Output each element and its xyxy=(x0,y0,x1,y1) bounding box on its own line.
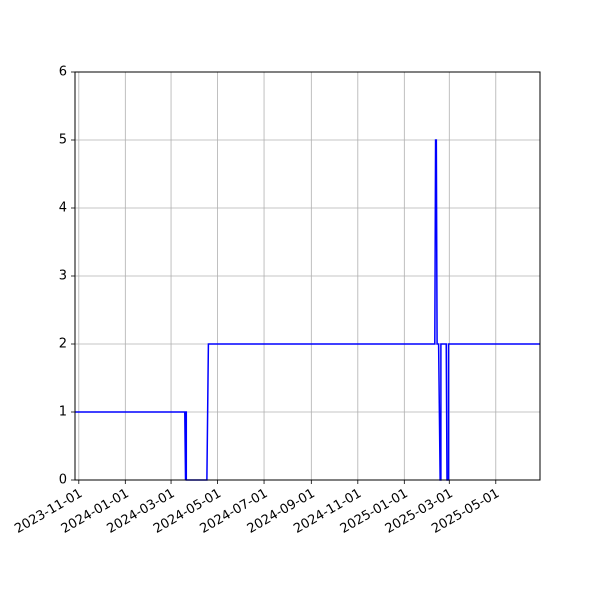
y-tick-label: 5 xyxy=(59,133,67,148)
y-tick-label: 6 xyxy=(59,65,67,80)
y-tick-label: 4 xyxy=(59,201,67,216)
y-axis-ticks: 0 1 2 3 4 5 6 xyxy=(59,65,75,488)
y-tick-label: 2 xyxy=(59,337,67,352)
y-tick-label: 1 xyxy=(59,405,67,420)
y-tick-label: 3 xyxy=(59,269,67,284)
y-tick-label: 0 xyxy=(59,473,67,488)
